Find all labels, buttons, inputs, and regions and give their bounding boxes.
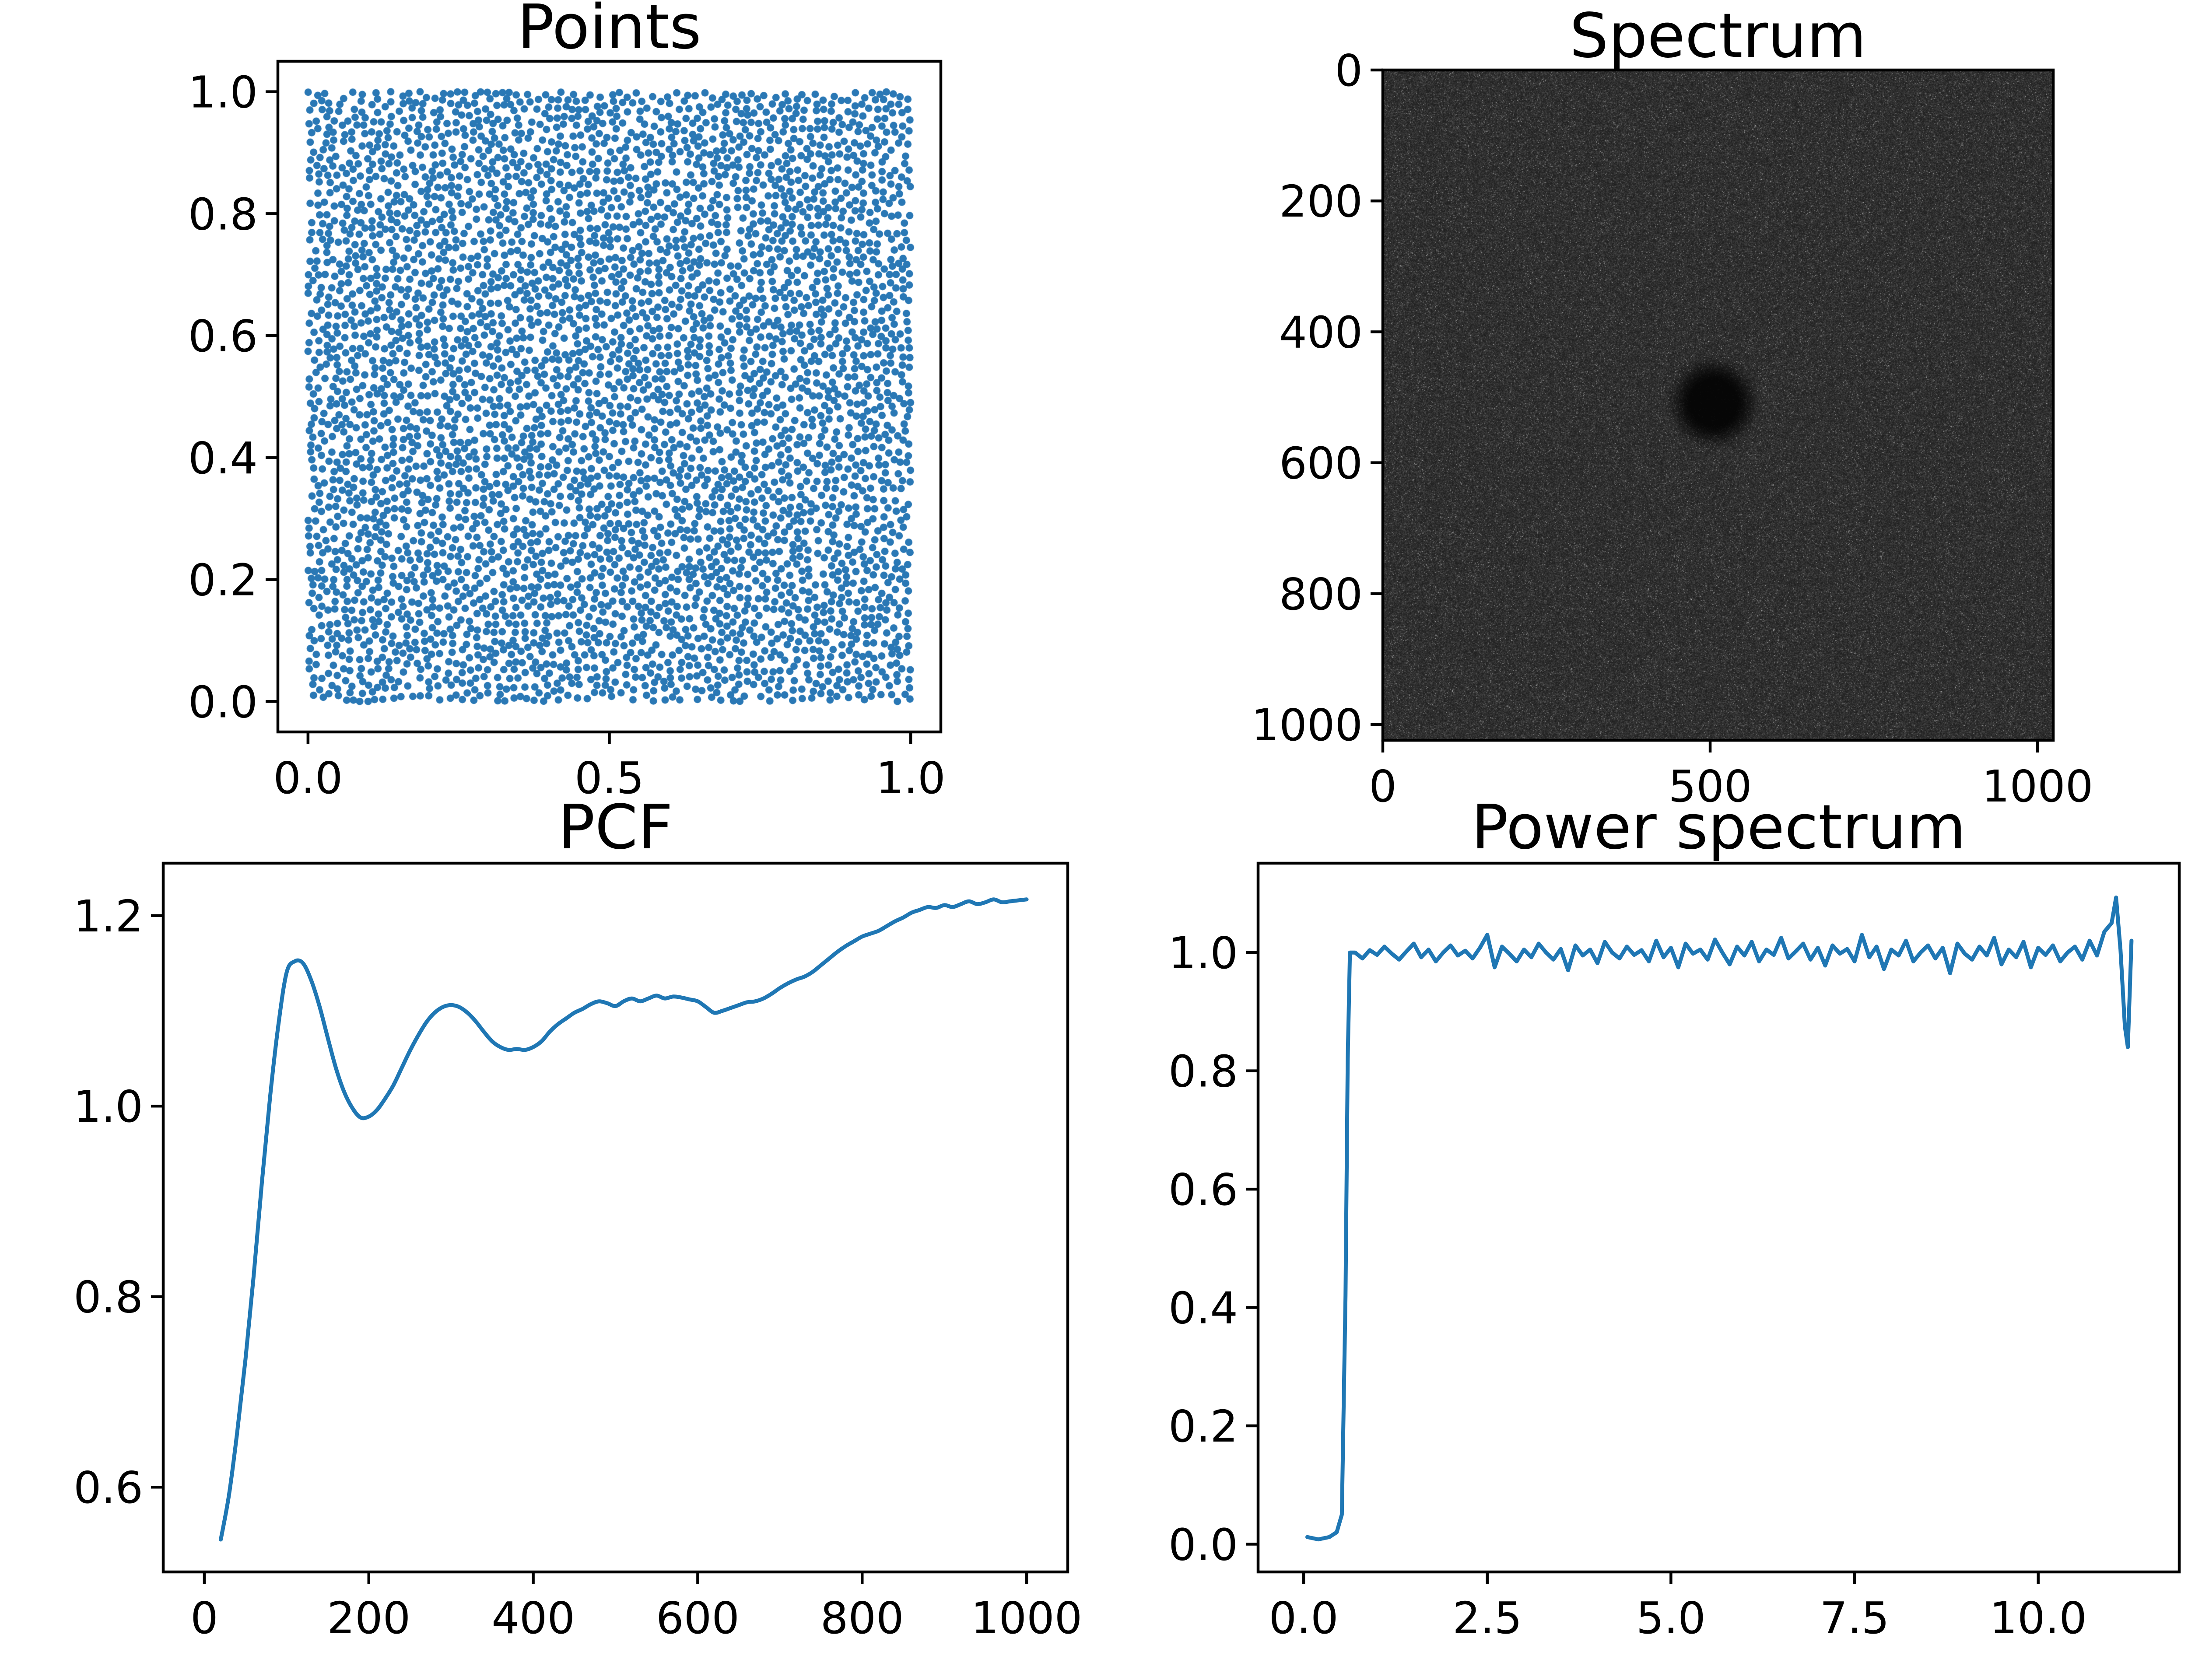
svg-text:7.5: 7.5: [1820, 1592, 1890, 1644]
svg-text:0.8: 0.8: [1168, 1046, 1238, 1097]
svg-text:0.0: 0.0: [188, 676, 258, 728]
svg-text:200: 200: [1279, 176, 1363, 227]
svg-text:0.0: 0.0: [1269, 1592, 1339, 1644]
spectrum-plot-title: Spectrum: [1569, 0, 1867, 72]
power-spectrum-plot-title: Power spectrum: [1471, 792, 1966, 863]
svg-text:400: 400: [1279, 307, 1363, 358]
svg-text:200: 200: [327, 1592, 410, 1644]
svg-text:800: 800: [820, 1592, 904, 1644]
svg-text:0.8: 0.8: [188, 189, 258, 240]
points-plot-title: Points: [517, 0, 701, 63]
points-scatter-canvas: [278, 61, 941, 732]
svg-text:0.0: 0.0: [273, 752, 343, 804]
svg-text:0.5: 0.5: [575, 752, 644, 804]
svg-text:0.4: 0.4: [188, 433, 258, 484]
svg-text:1000: 1000: [1982, 761, 2093, 812]
svg-text:0.2: 0.2: [188, 555, 258, 606]
svg-text:0: 0: [1369, 761, 1397, 812]
svg-text:1000: 1000: [1252, 700, 1363, 751]
svg-text:600: 600: [656, 1592, 740, 1644]
svg-text:0.4: 0.4: [1168, 1283, 1238, 1334]
svg-text:500: 500: [1669, 761, 1752, 812]
svg-text:5.0: 5.0: [1636, 1592, 1706, 1644]
svg-text:0.2: 0.2: [1168, 1401, 1238, 1452]
svg-text:1000: 1000: [971, 1592, 1083, 1644]
svg-text:0.6: 0.6: [188, 311, 258, 362]
svg-text:0.6: 0.6: [1168, 1164, 1238, 1215]
svg-text:1.0: 1.0: [74, 1081, 143, 1132]
svg-text:1.2: 1.2: [74, 891, 143, 942]
svg-text:0.8: 0.8: [74, 1272, 143, 1323]
pcf-plot-title: PCF: [558, 792, 673, 863]
svg-text:600: 600: [1279, 438, 1363, 489]
svg-text:800: 800: [1279, 569, 1363, 620]
svg-text:0.0: 0.0: [1168, 1519, 1238, 1570]
svg-text:0.6: 0.6: [74, 1462, 143, 1513]
spectrum-image-canvas: [1383, 70, 2053, 740]
svg-text:1.0: 1.0: [1168, 928, 1238, 979]
svg-text:10.0: 10.0: [1989, 1592, 2087, 1644]
svg-text:2.5: 2.5: [1452, 1592, 1522, 1644]
svg-text:400: 400: [491, 1592, 575, 1644]
svg-text:0: 0: [1335, 45, 1363, 96]
svg-text:1.0: 1.0: [876, 752, 946, 804]
svg-text:0: 0: [190, 1592, 218, 1644]
svg-text:1.0: 1.0: [188, 67, 258, 118]
